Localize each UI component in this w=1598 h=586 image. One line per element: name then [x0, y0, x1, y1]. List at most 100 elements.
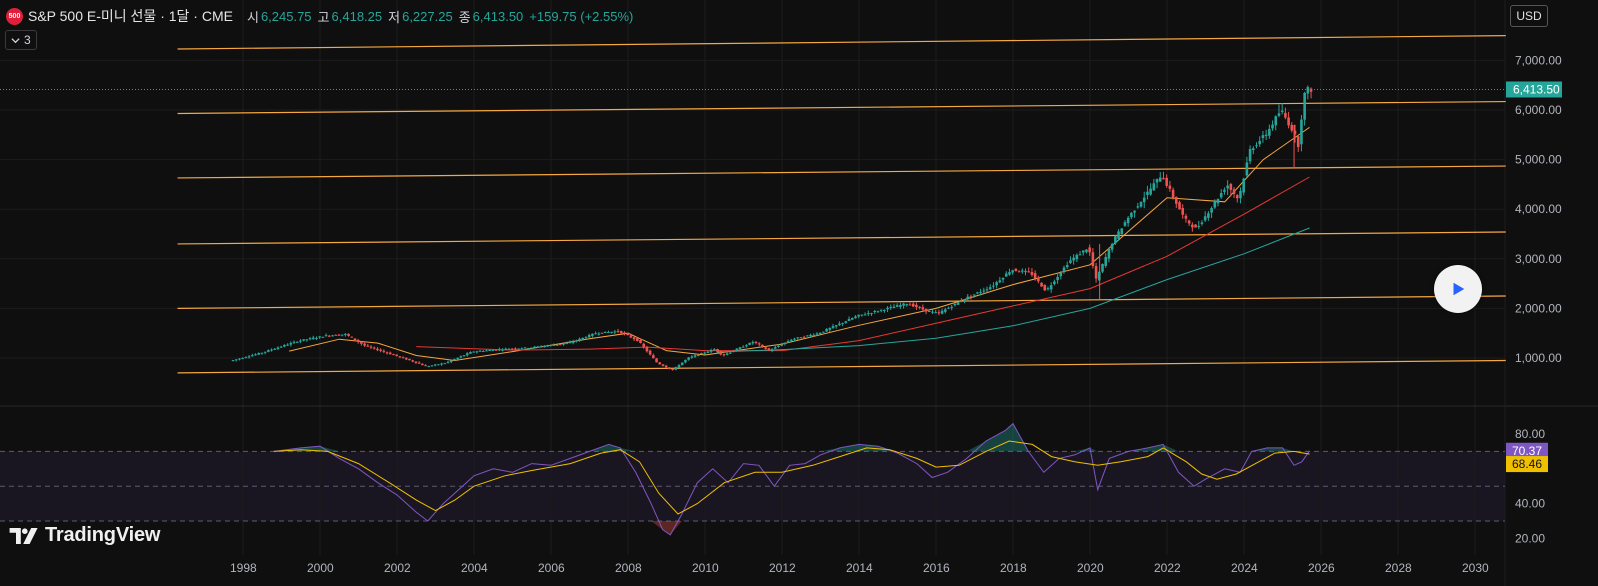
trendline [177, 165, 1506, 179]
candle-body [1088, 247, 1091, 253]
candle-body [1149, 188, 1152, 195]
currency-button[interactable]: USD [1510, 5, 1548, 27]
candle-body [1245, 162, 1249, 176]
open-value: 6,245.75 [260, 8, 312, 24]
candle-body [251, 355, 254, 357]
candle-body [430, 365, 434, 367]
candle-body [629, 335, 633, 338]
candle-body [732, 350, 735, 353]
candle-body [1126, 217, 1130, 224]
replay-button[interactable] [1434, 265, 1482, 313]
candle-body [446, 361, 450, 363]
candle-body [1232, 189, 1236, 194]
candle-body [1226, 185, 1229, 189]
candle-body [279, 346, 283, 348]
candle-body [1264, 134, 1268, 136]
candle-body [642, 343, 646, 348]
candle-body [315, 337, 318, 339]
candle-body [305, 339, 309, 341]
candle-body [437, 364, 440, 366]
candle-body [1110, 243, 1114, 250]
candle-body [517, 348, 520, 350]
candle-body [1239, 190, 1242, 199]
candle-body [729, 352, 732, 354]
candle-body [1210, 208, 1213, 213]
candle-body [308, 338, 312, 340]
candle-body [1290, 124, 1294, 131]
candle-body [1194, 224, 1197, 228]
candle-body [770, 349, 774, 351]
symbol-title[interactable]: S&P 500 E-미니 선물 · 1달 · CME [28, 8, 233, 24]
candle-body [716, 349, 719, 352]
candle-body [257, 353, 261, 355]
candle-body [867, 313, 870, 315]
candle-body [1059, 272, 1063, 277]
candle-body [1223, 189, 1226, 192]
candle-body [1293, 130, 1297, 135]
watermark-text: TradingView [45, 524, 161, 546]
symbol-logo[interactable]: 500 [6, 7, 23, 25]
candle-body [1049, 285, 1053, 290]
candle-body [1094, 266, 1098, 279]
candle-body [283, 345, 286, 347]
candle-body [806, 335, 809, 337]
time-axis-label: 2006 [538, 561, 565, 575]
candle-body [254, 354, 257, 356]
candle-body [783, 342, 787, 344]
candle-body [767, 348, 771, 351]
candle-body [385, 352, 389, 354]
candle-body [815, 333, 819, 335]
price-axis-label: 4,000.00 [1515, 202, 1562, 216]
time-axis-label: 2016 [923, 561, 950, 575]
candle-body [889, 306, 893, 308]
candle-body [703, 352, 706, 354]
indicator-count: 3 [24, 33, 31, 47]
candle-body [408, 358, 411, 361]
candle-body [764, 347, 767, 349]
candle-body [1056, 276, 1059, 281]
time-axis-label: 2028 [1385, 561, 1412, 575]
candle-body [1197, 225, 1201, 227]
candle-body [1242, 178, 1245, 193]
candle-body [706, 351, 710, 353]
candle-body [488, 349, 492, 351]
candle-body [854, 316, 857, 319]
candle-body [244, 357, 248, 359]
candle-body [344, 333, 347, 335]
candle-body [552, 344, 556, 346]
candle-body [786, 341, 790, 343]
time-axis-label: 2000 [307, 561, 334, 575]
candle-body [324, 335, 328, 337]
candle-body [1040, 282, 1043, 287]
candle-body [680, 362, 684, 366]
candle-body [834, 325, 838, 327]
candle-body [613, 331, 617, 333]
low-value: 6,227.25 [402, 8, 453, 24]
candle-body [507, 348, 511, 350]
candle-body [610, 331, 613, 333]
candle-body [1008, 272, 1011, 275]
time-axis-label: 2020 [1077, 561, 1104, 575]
candle-body [947, 307, 950, 309]
candle-body [565, 343, 569, 345]
candle-body [1101, 263, 1104, 272]
candle-body [607, 332, 610, 334]
indicators-toggle-button[interactable]: 3 [5, 30, 37, 50]
candle-body [668, 367, 671, 369]
candle-body [1171, 189, 1175, 198]
candle-body [1133, 210, 1136, 213]
candle-body [1072, 257, 1075, 261]
candle-body [286, 344, 289, 346]
candle-body [921, 307, 925, 310]
candle-body [1123, 222, 1127, 226]
low-label: 저 [388, 9, 401, 25]
candle-body [809, 334, 812, 337]
candle-body [1078, 254, 1082, 256]
candle-body [353, 338, 357, 341]
candle-body [780, 344, 783, 346]
candle-body [347, 333, 350, 336]
candle-body [581, 337, 585, 340]
candle-body [722, 354, 726, 356]
candle-body [350, 336, 354, 338]
